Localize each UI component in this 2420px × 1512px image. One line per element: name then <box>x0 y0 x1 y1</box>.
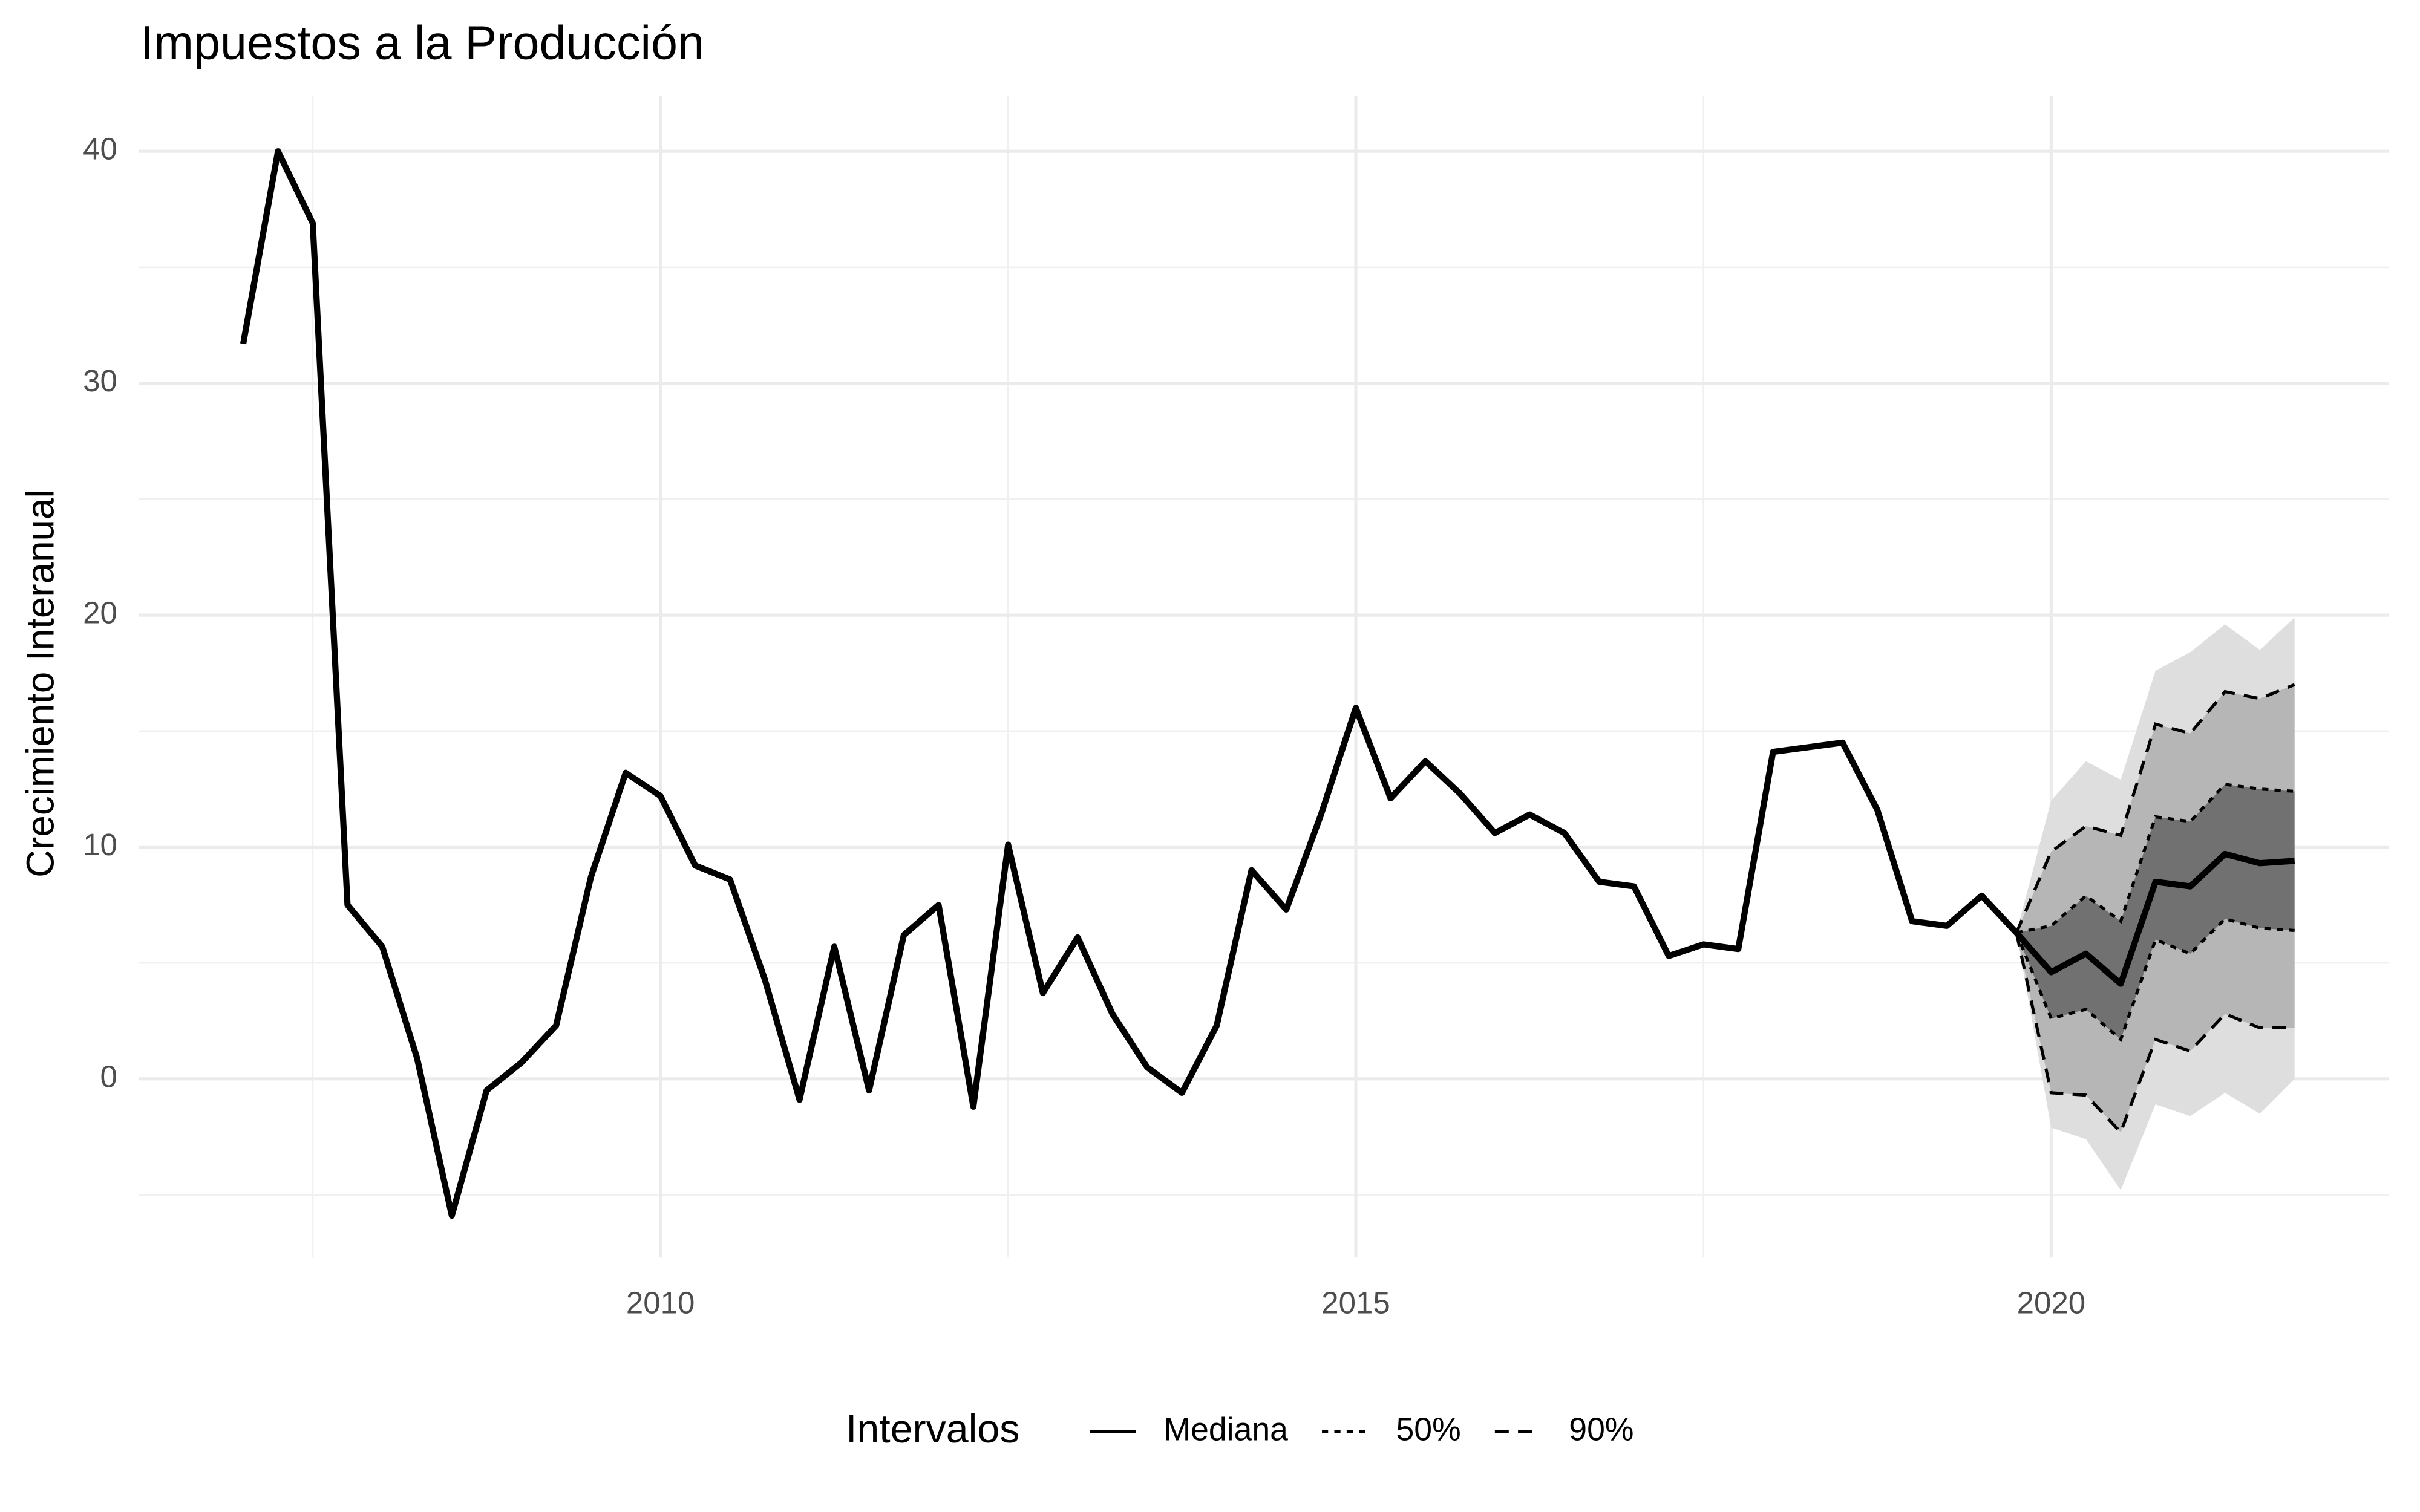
legend-label: 50% <box>1396 1412 1461 1448</box>
interval-line <box>2015 683 2295 934</box>
x-tick-label: 2010 <box>626 1286 695 1320</box>
interval-line <box>2015 917 2295 1043</box>
legend-title: Intervalos <box>846 1407 1020 1452</box>
interval-band <box>2016 784 2295 1040</box>
y-tick-label: 40 <box>83 132 117 166</box>
y-tick-label: 30 <box>83 363 117 398</box>
y-tick-label: 0 <box>100 1059 117 1093</box>
y-tick-label: 20 <box>83 596 117 630</box>
chart-title: Impuestos a la Producción <box>140 15 704 69</box>
y-axis-label: Crecimiento Interanual <box>18 489 62 878</box>
legend-label: Mediana <box>1163 1412 1288 1448</box>
interval-line <box>2016 783 2295 934</box>
interval-line <box>2015 932 2295 1135</box>
legend-label: 90% <box>1569 1412 1634 1448</box>
x-tick-label: 2015 <box>1321 1286 1390 1320</box>
y-tick-label: 10 <box>83 827 117 862</box>
median-line <box>240 148 2295 1219</box>
x-tick-label: 2020 <box>2017 1286 2086 1320</box>
